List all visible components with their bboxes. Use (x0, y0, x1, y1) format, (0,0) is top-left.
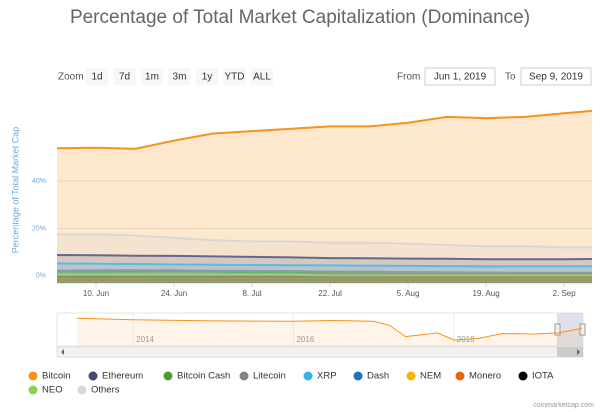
y-axis-label: Percentage of Total Market Cap (10, 127, 20, 253)
x-tick-label: 10. Jun (83, 289, 109, 298)
navigator-tick-label: 2016 (296, 335, 314, 344)
legend-label[interactable]: Litecoin (253, 371, 286, 382)
zoom-button[interactable] (86, 68, 108, 85)
series-line (56, 262, 592, 268)
zoom-button-label[interactable]: 7d (119, 72, 130, 83)
area-fill (57, 110, 592, 284)
zoom-button-label[interactable]: ALL (253, 72, 271, 83)
zoom-button[interactable] (141, 68, 163, 85)
navigator-handle[interactable] (579, 323, 586, 336)
legend-label[interactable]: IOTA (532, 371, 554, 382)
series-line (56, 109, 593, 150)
legend-label[interactable]: NEM (420, 371, 441, 382)
area-fill (57, 263, 592, 283)
navigator-handle[interactable] (554, 323, 561, 336)
y-tick-label: 20% (32, 225, 46, 232)
legend-marker[interactable] (455, 371, 465, 381)
y-tick-label: 40% (32, 178, 46, 185)
legend-marker[interactable] (353, 371, 363, 381)
navigator-line (76, 317, 583, 341)
legend-label[interactable]: XRP (317, 371, 337, 382)
legend-label[interactable]: Monero (469, 371, 501, 382)
from-date[interactable]: Jun 1, 2019 (434, 72, 487, 83)
series-line (57, 233, 592, 249)
series-line (56, 254, 593, 261)
legend-label[interactable]: Ethereum (102, 371, 143, 382)
navigator-tick-label: 2014 (136, 335, 154, 344)
scrollbar[interactable] (56, 346, 584, 358)
legend-marker[interactable] (28, 371, 38, 381)
legend-label[interactable]: Dash (367, 371, 389, 382)
legend-label[interactable]: NEO (42, 385, 63, 396)
legend-marker[interactable] (303, 371, 313, 381)
legend-label[interactable]: Bitcoin Cash (177, 371, 230, 382)
zoom-button[interactable] (251, 68, 273, 85)
navigator-selection[interactable] (557, 313, 583, 346)
legend-marker[interactable] (239, 371, 249, 381)
area-fill (57, 270, 592, 283)
from-label: From (397, 72, 420, 83)
legend-label[interactable]: Others (91, 385, 120, 396)
zoom-button-label[interactable]: 1m (145, 72, 159, 83)
area-fill (57, 274, 592, 283)
zoom-button[interactable] (223, 68, 246, 85)
zoom-button[interactable] (168, 68, 191, 85)
area-fill (57, 275, 592, 283)
scrollbar-thumb[interactable] (557, 347, 583, 357)
zoom-button-label[interactable]: 3m (173, 72, 187, 83)
legend-marker[interactable] (518, 371, 528, 381)
zoom-button[interactable] (196, 68, 218, 85)
legend-marker[interactable] (28, 385, 38, 395)
y-tick-label: 0% (36, 273, 46, 280)
legend-marker[interactable] (406, 371, 416, 381)
from-input[interactable] (424, 67, 496, 86)
area-fill (57, 274, 592, 283)
zoom-button-label[interactable]: 1d (91, 72, 102, 83)
navigator-frame (56, 312, 584, 347)
series-line (56, 269, 592, 274)
x-tick-label: 24. Jun (161, 289, 187, 298)
to-label: To (505, 72, 516, 83)
x-tick-label: 2. Sep (553, 289, 577, 298)
legend-marker[interactable] (163, 371, 173, 381)
navigator-area (77, 318, 582, 346)
zoom-label: Zoom (58, 72, 84, 83)
area-fill (57, 234, 592, 283)
area-fill (57, 275, 592, 283)
x-tick-label: 19. Aug (473, 289, 500, 298)
zoom-button-label[interactable]: YTD (225, 72, 245, 83)
credit: coinmarketcap.com (533, 402, 594, 409)
x-tick-label: 8. Jul (242, 289, 261, 298)
to-date[interactable]: Sep 9, 2019 (529, 72, 583, 83)
legend-marker[interactable] (77, 385, 87, 395)
legend-marker[interactable] (88, 371, 98, 381)
x-tick-label: 22. Jul (318, 289, 342, 298)
legend-label[interactable]: Bitcoin (42, 371, 71, 382)
area-fill (57, 274, 592, 283)
chart-title: Percentage of Total Market Capitalizatio… (70, 7, 530, 28)
zoom-button-label[interactable]: 1y (202, 72, 213, 83)
zoom-button[interactable] (113, 68, 136, 85)
to-input[interactable] (520, 67, 592, 86)
x-tick-label: 5. Aug (397, 289, 420, 298)
